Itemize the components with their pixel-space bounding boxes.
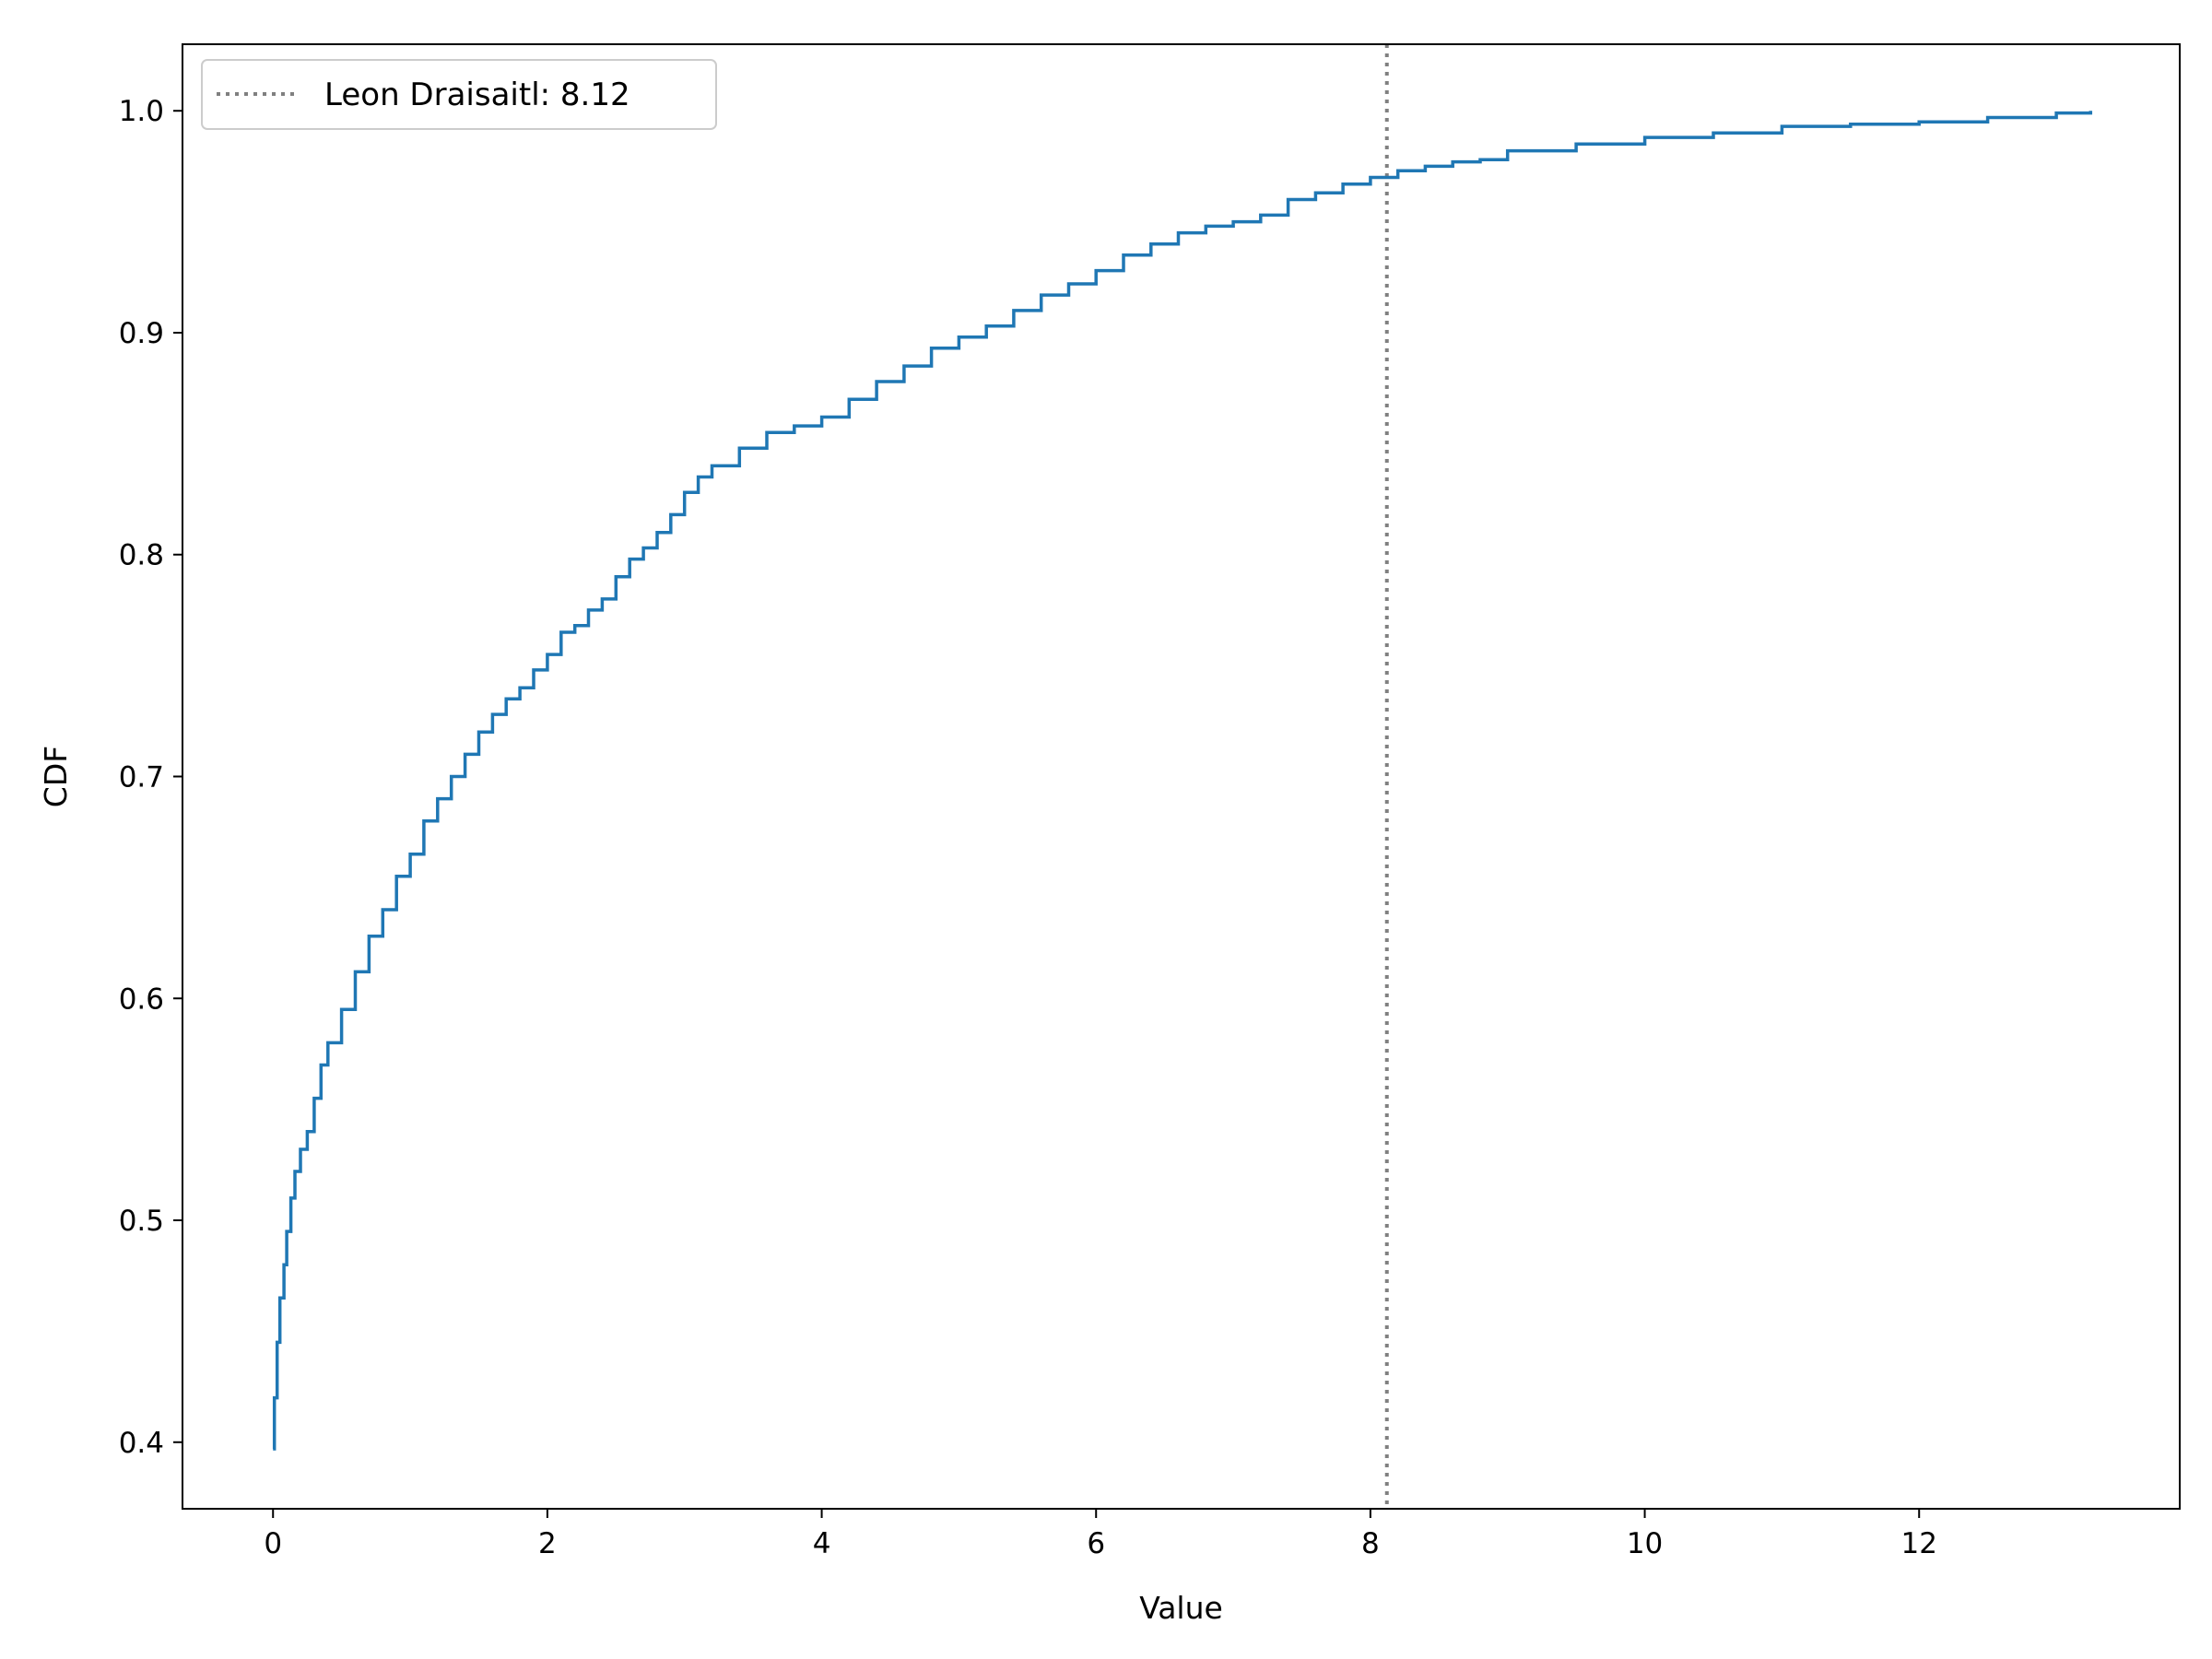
y-tick-label: 0.8	[119, 539, 164, 572]
x-tick-label: 12	[1900, 1527, 1936, 1560]
x-tick-label: 8	[1361, 1527, 1380, 1560]
y-tick-label: 0.5	[119, 1205, 164, 1238]
legend-box	[201, 59, 717, 130]
y-axis-label: CDF	[38, 746, 74, 807]
legend: Leon Draisaitl: 8.12	[201, 59, 717, 130]
y-tick-label: 0.4	[119, 1427, 164, 1460]
x-tick-label: 10	[1627, 1527, 1663, 1560]
x-tick-label: 2	[538, 1527, 557, 1560]
x-tick-label: 0	[264, 1527, 282, 1560]
plot-area	[272, 44, 2093, 1509]
y-axis: 0.4 0.5 0.6 0.7 0.8 0.9 1.0	[119, 95, 182, 1460]
x-tick-label: 4	[813, 1527, 831, 1560]
y-tick-label: 0.7	[119, 761, 164, 794]
legend-label: Leon Draisaitl: 8.12	[324, 76, 630, 113]
x-axis-label: Value	[1139, 1590, 1223, 1626]
x-tick-label: 6	[1087, 1527, 1105, 1560]
y-tick-label: 0.9	[119, 317, 164, 350]
x-axis: 0 2 4 6 8 10 12	[264, 1509, 1937, 1560]
y-tick-label: 1.0	[119, 95, 164, 128]
cdf-series-line	[272, 111, 2093, 1451]
y-tick-label: 0.6	[119, 982, 164, 1016]
